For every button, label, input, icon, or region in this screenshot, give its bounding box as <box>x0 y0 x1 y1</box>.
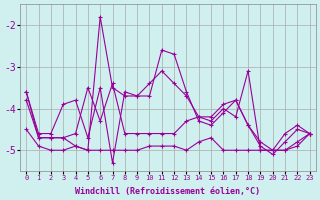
X-axis label: Windchill (Refroidissement éolien,°C): Windchill (Refroidissement éolien,°C) <box>76 187 260 196</box>
